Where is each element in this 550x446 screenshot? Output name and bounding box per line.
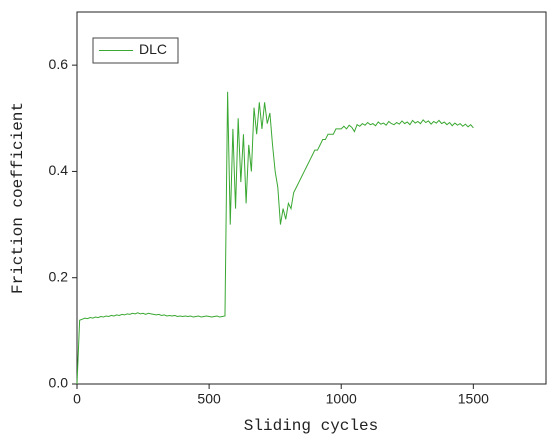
x-axis-title: Sliding cycles: [244, 417, 378, 435]
data-line: [76, 91, 474, 385]
y-tick-label: 0.4: [49, 162, 69, 178]
x-tick-label: 500: [197, 391, 221, 407]
y-tick-label: 0.6: [49, 56, 69, 72]
x-tick-label: 0: [73, 391, 81, 407]
x-tick-label: 1500: [458, 391, 489, 407]
plot-frame: [76, 11, 547, 385]
y-tick-label: 0.0: [49, 375, 69, 391]
x-tick-label: 1000: [326, 391, 357, 407]
legend-label: DLC: [139, 41, 167, 57]
y-axis-title: Friction coefficient: [9, 102, 27, 294]
y-tick-label: 0.2: [49, 268, 69, 284]
